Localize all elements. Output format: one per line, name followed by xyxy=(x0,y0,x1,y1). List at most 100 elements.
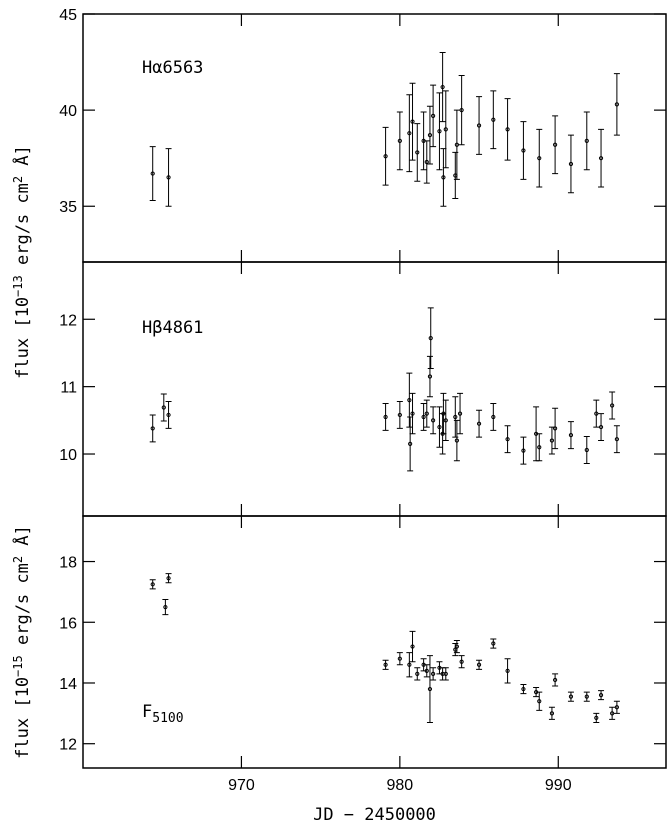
data-point xyxy=(568,694,574,699)
error-bar xyxy=(452,396,459,438)
error-bar xyxy=(453,639,460,654)
data-point xyxy=(150,426,155,431)
data-point xyxy=(553,426,558,431)
error-bar xyxy=(593,712,600,723)
data-point xyxy=(614,437,619,442)
y-axis-label-part: Å] xyxy=(11,145,33,176)
x-tick-label: 990 xyxy=(545,777,572,794)
panel-label-subscript: 5100 xyxy=(152,711,183,726)
error-bar xyxy=(458,655,465,669)
y-axis-label: flux [10−13 erg/s cm2 Å] xyxy=(11,145,33,379)
data-point xyxy=(431,113,436,118)
error-bar xyxy=(396,652,403,666)
data-point xyxy=(415,150,420,155)
data-point xyxy=(568,433,574,438)
error-bar xyxy=(430,406,437,435)
error-bar xyxy=(436,406,443,448)
data-point xyxy=(421,414,426,420)
error-bar xyxy=(490,638,497,649)
error-bar xyxy=(409,392,416,435)
data-point xyxy=(408,441,413,447)
data-point xyxy=(454,438,459,443)
error-bar xyxy=(548,706,555,720)
error-bar xyxy=(613,700,620,714)
panel-frame xyxy=(82,515,667,769)
y-tick-label: 11 xyxy=(60,380,77,397)
error-bar xyxy=(598,690,605,701)
error-bar xyxy=(583,435,590,464)
data-point xyxy=(407,131,412,136)
error-bar xyxy=(490,90,497,150)
data-point xyxy=(614,705,619,710)
data-point xyxy=(410,644,415,649)
data-point xyxy=(491,117,496,122)
data-point xyxy=(614,102,619,107)
error-bar xyxy=(520,684,527,695)
y-axis-label-part: Å] xyxy=(11,525,33,556)
error-bar xyxy=(382,402,389,431)
data-point xyxy=(424,668,429,673)
error-bar xyxy=(552,673,559,687)
error-bar xyxy=(533,687,540,698)
data-point xyxy=(521,686,526,692)
error-bar xyxy=(583,691,590,702)
error-bar xyxy=(409,82,416,161)
error-bar xyxy=(598,413,605,442)
error-bar xyxy=(457,392,464,435)
y-axis-label-part: flux [10 xyxy=(13,677,33,759)
error-bar xyxy=(382,659,389,670)
error-bar xyxy=(423,664,430,678)
data-point xyxy=(427,374,433,379)
error-bar xyxy=(420,402,427,431)
error-bar xyxy=(520,121,527,180)
error-bar xyxy=(536,691,543,711)
error-bar xyxy=(476,659,483,670)
data-point xyxy=(161,405,166,410)
y-tick-label: 14 xyxy=(59,676,77,693)
y-axis-label-superscript: −13 xyxy=(11,275,25,297)
data-point xyxy=(549,438,555,443)
data-point xyxy=(584,694,589,699)
data-point xyxy=(537,445,542,450)
y-tick-label: 12 xyxy=(59,737,77,754)
error-bar xyxy=(414,667,421,681)
data-point xyxy=(431,671,436,676)
data-point xyxy=(521,148,526,153)
y-tick-label: 10 xyxy=(59,447,77,464)
error-bar xyxy=(423,399,430,428)
error-bar xyxy=(406,372,413,428)
panel-frame xyxy=(82,13,667,263)
error-bar xyxy=(536,433,543,462)
data-point xyxy=(150,171,155,176)
data-point xyxy=(428,336,433,341)
data-point xyxy=(397,656,402,661)
error-bar xyxy=(426,655,433,723)
error-bar xyxy=(406,94,413,173)
data-point xyxy=(443,671,448,676)
data-point xyxy=(407,398,412,403)
y-tick-label: 40 xyxy=(59,103,77,120)
error-bar xyxy=(567,134,574,194)
data-point xyxy=(441,175,446,180)
error-bar xyxy=(452,151,459,200)
panel-label: F5100 xyxy=(142,702,184,726)
error-bar xyxy=(149,414,156,443)
data-point xyxy=(431,418,436,423)
error-bar xyxy=(442,399,449,442)
data-point xyxy=(424,411,429,416)
data-point xyxy=(491,641,496,646)
error-bar xyxy=(426,105,433,165)
error-bar xyxy=(458,75,465,146)
error-bar xyxy=(160,393,167,422)
panel-label: Hα6563 xyxy=(142,58,203,78)
error-bar xyxy=(409,630,416,663)
data-point xyxy=(610,711,615,716)
data-point xyxy=(594,715,599,721)
error-bar xyxy=(609,706,616,720)
error-bar xyxy=(520,436,527,465)
error-bar xyxy=(567,691,574,702)
data-point xyxy=(594,411,599,416)
data-point xyxy=(537,156,542,161)
data-point xyxy=(598,424,604,430)
panel-label: Hβ4861 xyxy=(142,318,203,338)
